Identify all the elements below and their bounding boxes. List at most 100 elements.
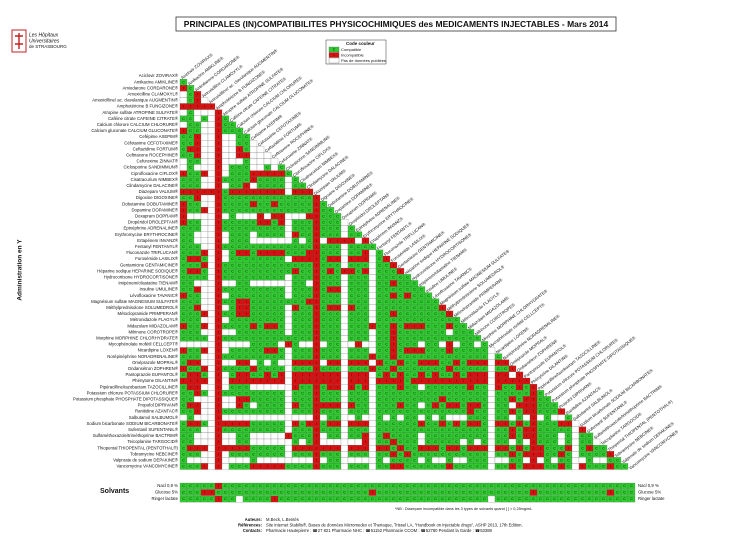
cell <box>207 347 216 354</box>
cell-code: I <box>204 446 205 450</box>
cell-code: C <box>336 355 339 359</box>
cell-code: C <box>392 391 395 395</box>
cell-code: C <box>350 294 353 298</box>
note: *NB : Diazepam incompatible dans les 3 t… <box>395 507 532 511</box>
cell-code: C <box>266 410 269 414</box>
cell-code: C <box>518 497 521 501</box>
cell-code: C <box>546 446 549 450</box>
cell-code: C <box>259 404 262 408</box>
cell <box>193 213 202 220</box>
cell-code: C <box>182 147 185 151</box>
cell <box>207 292 216 299</box>
cell-code: C <box>441 312 444 316</box>
cell-code: C <box>483 459 486 463</box>
cell-code: I <box>274 349 275 353</box>
cell-code: I <box>533 446 534 450</box>
cell-code: C <box>434 440 437 444</box>
cell-code: I <box>190 385 191 389</box>
cell-code: C <box>182 452 185 456</box>
cell-code: C <box>322 233 325 237</box>
row-label: Fluconazole TRIFLUCAN® <box>126 250 178 255</box>
cell-code: C <box>329 276 332 280</box>
cell-code: C <box>196 178 199 182</box>
cell-code: C <box>238 245 241 249</box>
cell-code: C <box>273 491 276 495</box>
cell-code: C <box>560 484 563 488</box>
cell-code: C <box>539 398 542 402</box>
cell-code: C <box>406 367 409 371</box>
cell-code: C <box>182 117 185 121</box>
cell-code: C <box>350 491 353 495</box>
row-label: Lévofloxacine TAVANIC® <box>130 293 179 298</box>
cell-code: C <box>280 227 283 231</box>
cell-code: C <box>231 373 234 377</box>
cell-code: I <box>519 379 520 383</box>
cell-code: C <box>462 465 465 469</box>
cell-code: C <box>273 227 276 231</box>
cell-code: C <box>266 422 269 426</box>
cell-code: C <box>301 391 304 395</box>
cell-code: C <box>434 497 437 501</box>
cell-code: C <box>392 288 395 292</box>
cell <box>291 457 300 464</box>
cell-code: C <box>455 337 458 341</box>
cell-code: C <box>385 294 388 298</box>
footer-label: Auteurs: <box>245 517 262 522</box>
cell-code: C <box>189 398 192 402</box>
cell-code: I <box>582 428 583 432</box>
cell-code: I <box>400 385 401 389</box>
cell-code: C <box>196 324 199 328</box>
cell-code: C <box>224 245 227 249</box>
cell-code: I <box>498 361 499 365</box>
cell-code: C <box>357 263 360 267</box>
cell-code: I <box>190 446 191 450</box>
cell-code: C <box>399 410 402 414</box>
cell-code: C <box>252 355 255 359</box>
cell-code: C <box>238 318 241 322</box>
cell-code: C <box>259 288 262 292</box>
cell-code: C <box>546 452 549 456</box>
cell-code: C <box>448 491 451 495</box>
cell-code: C <box>224 269 227 273</box>
cell-code: C <box>364 263 367 267</box>
cell-code: C <box>301 465 304 469</box>
cell-code: I <box>351 239 352 243</box>
cell <box>368 384 377 391</box>
cell-code: C <box>280 398 283 402</box>
cell-code: I <box>456 373 457 377</box>
cell-code: I <box>267 190 268 194</box>
cell <box>207 310 216 318</box>
cell <box>200 182 209 190</box>
cell-code: I <box>351 446 352 450</box>
cell <box>221 432 230 440</box>
cell-code: C <box>238 221 241 225</box>
cell-code: C <box>602 465 605 469</box>
cell-code: C <box>630 497 633 501</box>
row-label: Thiopental THIOPENTAL (PENTOTHAL®) <box>97 445 178 450</box>
cell-code: I <box>190 373 191 377</box>
cell <box>277 414 286 421</box>
cell-code: I <box>218 166 219 170</box>
cell-code: C <box>259 484 262 488</box>
cell-code: C <box>203 337 206 341</box>
cell-code: C <box>322 349 325 353</box>
cell <box>368 463 377 470</box>
cell <box>340 414 349 421</box>
cell-code: C <box>308 245 311 249</box>
cell-code: C <box>273 410 276 414</box>
cell-code: C <box>245 135 248 139</box>
cell-code: C <box>238 178 241 182</box>
cell-code: C <box>266 269 269 273</box>
cell <box>452 414 461 421</box>
cell <box>263 152 272 159</box>
cell <box>179 109 188 116</box>
cell-code: I <box>393 312 394 316</box>
row-label: Valproate de sodium DEPAKINE® <box>113 457 179 462</box>
cell <box>508 402 517 409</box>
cell-code: I <box>204 251 205 255</box>
cell-code: I <box>316 410 317 414</box>
row-label: Salbutamol SALBUMOL® <box>129 415 179 420</box>
cell-code: C <box>308 312 311 316</box>
cell <box>249 414 258 421</box>
cell-code: I <box>204 105 205 109</box>
